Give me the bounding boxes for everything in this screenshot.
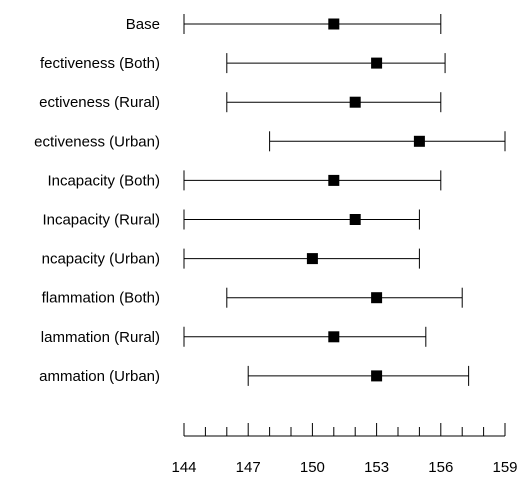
forest-row: ectiveness (Rural) — [39, 92, 442, 113]
estimate-marker — [349, 214, 361, 225]
forest-row: Base — [126, 14, 442, 34]
forest-row: ammation (Urban) — [39, 365, 470, 386]
x-tick-label: 153 — [364, 459, 389, 476]
estimate-marker — [328, 18, 340, 30]
row-label: Incapacity (Both) — [47, 172, 160, 189]
forest-rows: Base fectiveness (Both) ectiveness (Rural)… — [34, 14, 506, 386]
x-tick-label: 144 — [171, 459, 196, 476]
row-label: ncapacity (Urban) — [42, 251, 160, 268]
x-axis: 144 147 150 153 156 159 — [171, 423, 518, 476]
row-label: ammation (Urban) — [39, 368, 160, 385]
x-tick-label: 147 — [236, 459, 261, 476]
row-label: Incapacity (Rural) — [42, 212, 160, 229]
estimate-marker — [371, 57, 383, 69]
row-label: flammation (Both) — [42, 290, 160, 307]
estimate-marker — [349, 96, 361, 108]
forest-row: ncapacity (Urban) — [42, 248, 420, 269]
x-tick-label: 156 — [428, 459, 453, 476]
row-label: ectiveness (Rural) — [39, 94, 160, 111]
forest-row: Incapacity (Both) — [47, 170, 442, 191]
forest-row: fectiveness (Both) — [40, 53, 446, 74]
estimate-marker — [371, 292, 383, 304]
estimate-marker — [306, 253, 318, 265]
forest-row: Incapacity (Rural) — [42, 209, 420, 230]
x-tick-label: 150 — [300, 459, 325, 476]
row-label: ectiveness (Urban) — [34, 133, 160, 150]
forest-row: flammation (Both) — [42, 287, 463, 308]
estimate-marker — [371, 370, 383, 382]
row-label: Base — [126, 16, 160, 33]
x-tick-label: 159 — [492, 459, 517, 476]
estimate-marker — [328, 174, 340, 186]
estimate-marker — [328, 331, 340, 343]
estimate-marker — [413, 135, 425, 147]
row-label: fectiveness (Both) — [40, 55, 160, 72]
forest-row: ectiveness (Urban) — [34, 131, 506, 152]
forest-row: lammation (Rural) — [41, 326, 427, 347]
row-label: lammation (Rural) — [41, 329, 160, 346]
